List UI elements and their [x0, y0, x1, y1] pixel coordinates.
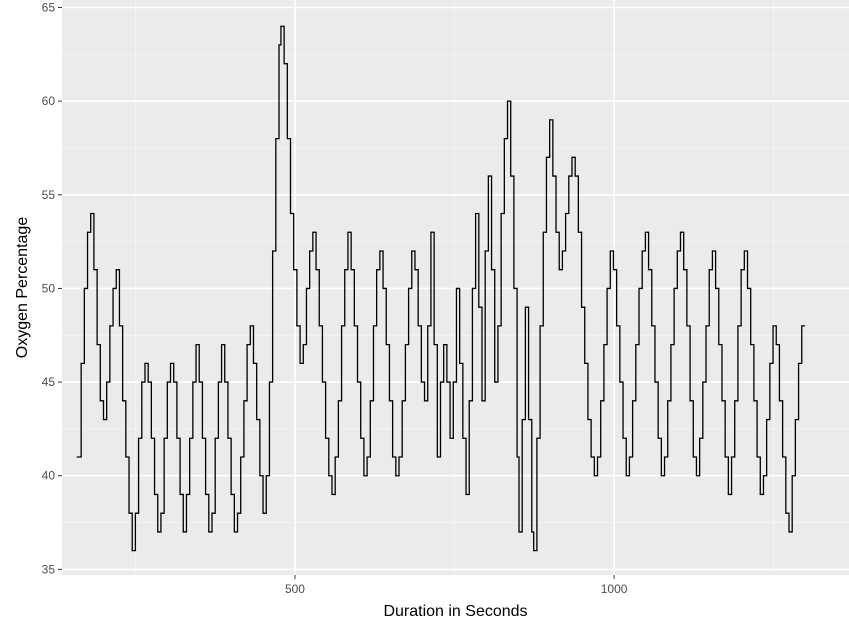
y-tick-label: 50	[42, 281, 56, 295]
y-axis-title: Oxygen Percentage	[14, 217, 31, 359]
x-axis-title: Duration in Seconds	[383, 603, 527, 620]
major-gridlines	[62, 0, 849, 575]
y-axis-ticks	[58, 6, 62, 570]
y-tick-label: 55	[42, 188, 56, 202]
x-tick-label: 500	[285, 582, 305, 596]
y-tick-label: 45	[42, 375, 56, 389]
plot-panel	[62, 0, 849, 575]
x-axis-tick-labels: 500 1000	[285, 582, 628, 596]
x-axis-ticks	[294, 575, 615, 579]
y-tick-label: 35	[42, 562, 56, 576]
y-axis-tick-labels: 35 40 45 50 55 60 65	[42, 0, 56, 576]
y-tick-label: 65	[42, 0, 56, 14]
oxygen-series-line	[76, 25, 805, 552]
minor-gridlines	[62, 0, 849, 575]
y-tick-label: 60	[42, 94, 56, 108]
x-tick-label: 1000	[601, 582, 628, 596]
y-tick-label: 40	[42, 469, 56, 483]
